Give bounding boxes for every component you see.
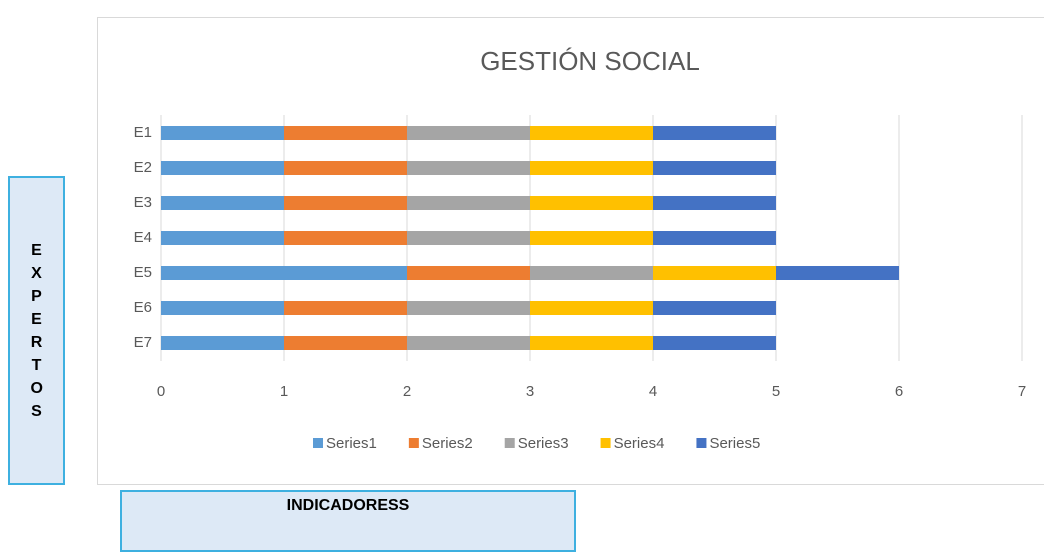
legend-swatch <box>505 438 515 448</box>
bar-segment <box>530 231 653 245</box>
bar-segment <box>284 196 407 210</box>
x-tick-label: 2 <box>403 383 411 400</box>
x-axis-label-box: INDICADORESS <box>120 490 576 552</box>
bar-segment <box>653 231 776 245</box>
legend-label: Series4 <box>614 435 665 452</box>
y-tick-label: E7 <box>134 334 152 351</box>
bar-segment <box>407 266 530 280</box>
y-tick-label: E6 <box>134 299 152 316</box>
legend-label: Series5 <box>709 435 760 452</box>
bar-segment <box>407 126 530 140</box>
bar-segment <box>284 301 407 315</box>
bar-segment <box>161 196 284 210</box>
bar-segment <box>407 336 530 350</box>
legend-swatch <box>409 438 419 448</box>
legend-swatch <box>696 438 706 448</box>
bar-segment <box>284 161 407 175</box>
bar-segment <box>653 196 776 210</box>
bar-segment <box>407 231 530 245</box>
bar-segment <box>530 336 653 350</box>
y-tick-label: E1 <box>134 124 152 141</box>
x-tick-label: 7 <box>1018 383 1026 400</box>
y-axis-label-box: EXPERTOS <box>8 176 65 485</box>
y-tick-label: E4 <box>134 229 152 246</box>
x-tick-label: 3 <box>526 383 534 400</box>
bar-segment <box>530 266 653 280</box>
bar-segment <box>284 231 407 245</box>
legend-label: Series2 <box>422 435 473 452</box>
bar-segment <box>284 126 407 140</box>
bar-segment <box>653 301 776 315</box>
y-tick-label: E3 <box>134 194 152 211</box>
bar-segment <box>407 301 530 315</box>
bar-segment <box>161 336 284 350</box>
bar-segment <box>407 161 530 175</box>
legend-label: Series3 <box>518 435 569 452</box>
legend-label: Series1 <box>326 435 377 452</box>
y-axis-label: EXPERTOS <box>31 239 43 423</box>
bar-segment <box>161 301 284 315</box>
x-tick-label: 0 <box>157 383 165 400</box>
bar-segment <box>407 196 530 210</box>
x-axis-label: INDICADORESS <box>287 497 410 515</box>
bar-segment <box>161 231 284 245</box>
legend-swatch <box>313 438 323 448</box>
bar-segment <box>284 336 407 350</box>
chart-frame <box>98 18 1044 485</box>
bar-segment <box>776 266 899 280</box>
bar-segment <box>530 301 653 315</box>
bar-segment <box>653 336 776 350</box>
y-tick-label: E5 <box>134 264 152 281</box>
legend-swatch <box>601 438 611 448</box>
bar-segment <box>653 161 776 175</box>
bar-segment <box>161 161 284 175</box>
bar-segment <box>530 161 653 175</box>
y-tick-label: E2 <box>134 159 152 176</box>
bar-segment <box>530 196 653 210</box>
bar-segment <box>530 126 653 140</box>
bar-segment <box>653 126 776 140</box>
bar-segment <box>653 266 776 280</box>
x-tick-label: 6 <box>895 383 903 400</box>
x-tick-label: 5 <box>772 383 780 400</box>
bar-segment <box>161 126 284 140</box>
x-tick-label: 1 <box>280 383 288 400</box>
x-tick-label: 4 <box>649 383 657 400</box>
bar-segment <box>161 266 407 280</box>
chart-title: GESTIÓN SOCIAL <box>480 46 700 76</box>
